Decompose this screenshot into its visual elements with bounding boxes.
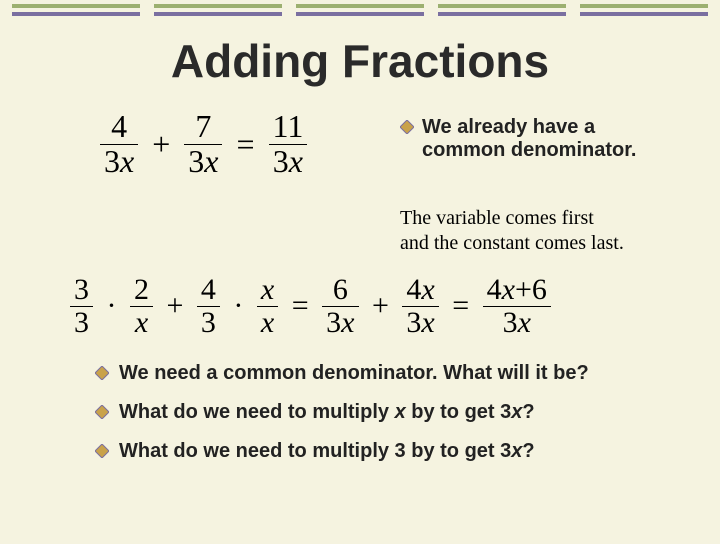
diamond-icon	[95, 405, 109, 419]
border-segment	[154, 4, 282, 16]
border-segment	[580, 4, 708, 16]
list-item: We need a common denominator. What will …	[95, 362, 625, 385]
bottom-bullets: We need a common denominator. What will …	[0, 362, 720, 463]
border-segment	[296, 4, 424, 16]
first-row: 43x + 73x = 113x We already have acommon…	[0, 110, 720, 178]
bullet-top: We already have acommon denominator.	[400, 110, 690, 178]
top-border-strip	[0, 4, 720, 16]
equation-2: 33 · 2x + 43 · xx = 63x + 4x3x = 4x+63x	[0, 274, 720, 338]
diamond-icon	[95, 444, 109, 458]
border-segment	[12, 4, 140, 16]
diamond-icon	[400, 120, 414, 134]
equation-1: 43x + 73x = 113x	[100, 110, 307, 178]
border-segment	[438, 4, 566, 16]
serif-note: The variable comes firstand the constant…	[400, 206, 720, 256]
slide-title: Adding Fractions	[0, 34, 720, 88]
diamond-icon	[95, 366, 109, 380]
list-item: What do we need to multiply x by to get …	[95, 401, 625, 424]
list-item: What do we need to multiply 3 by to get …	[95, 440, 625, 463]
